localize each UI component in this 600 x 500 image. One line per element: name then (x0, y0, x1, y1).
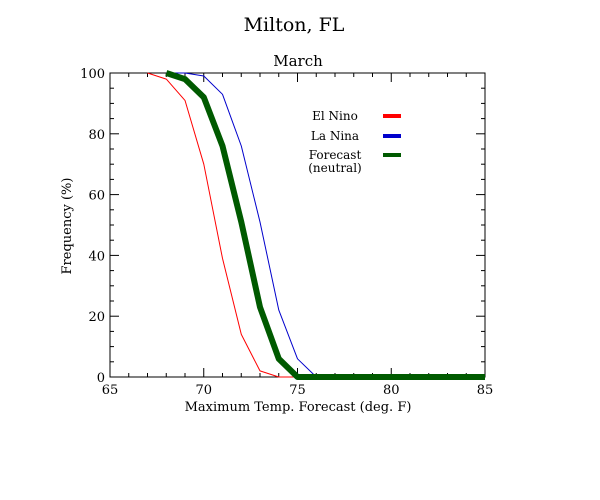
y-axis-label: Frequency (%) (60, 178, 75, 275)
chart-subtitle: March (273, 52, 323, 70)
series-layer (147, 70, 485, 380)
x-axis-ticks: 65 70 75 80 85 (102, 73, 494, 398)
legend-label-3: Forecast (neutral) (308, 148, 361, 175)
y-tick-label: 60 (88, 189, 105, 204)
series-line-3 (165, 70, 485, 380)
y-axis-ticks: 0 20 40 60 80 100 (80, 67, 485, 386)
chart-title: Milton, FL (244, 14, 345, 36)
x-tick-label: 70 (195, 383, 212, 398)
x-axis-label: Maximum Temp. Forecast (deg. F) (185, 400, 412, 415)
y-tick-label: 80 (88, 128, 105, 143)
x-tick-label: 80 (383, 383, 400, 398)
legend-label-2: La Nina (311, 129, 359, 143)
y-tick-label: 20 (88, 310, 105, 325)
x-tick-label: 85 (477, 383, 494, 398)
y-tick-label: 40 (88, 249, 105, 264)
legend: El Nino La Nina Forecast (neutral) (308, 109, 401, 175)
plot-frame (109, 72, 486, 378)
legend-label-1: El Nino (312, 109, 358, 123)
x-tick-label: 75 (289, 383, 306, 398)
x-tick-label: 65 (102, 383, 119, 398)
y-tick-label: 100 (80, 67, 105, 82)
y-tick-label: 0 (97, 371, 105, 386)
